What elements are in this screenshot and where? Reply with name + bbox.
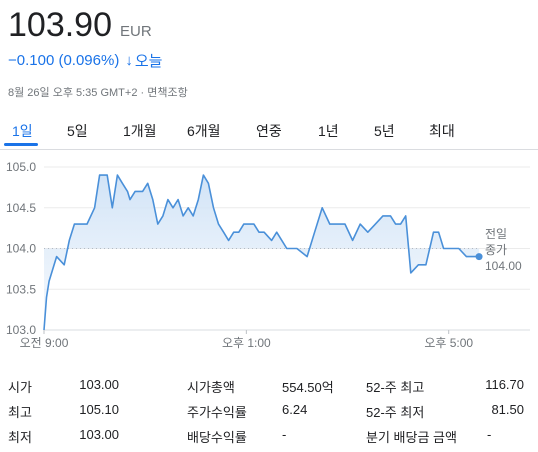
stat-value-low: 103.00	[79, 427, 119, 442]
tab-1d[interactable]: 1일	[12, 123, 33, 139]
x-tick-label: 오전 9:00	[20, 336, 69, 350]
current-price: 103.90	[8, 6, 112, 44]
y-tick-label: 103.0	[6, 323, 36, 337]
tab-max[interactable]: 최대	[429, 123, 455, 139]
change-value: −0.100 (0.096%)	[8, 52, 120, 69]
tab-ytd[interactable]: 연중	[256, 123, 282, 139]
stat-label-dividend-yield: 배당수익률	[187, 430, 247, 445]
price-line	[43, 174, 480, 331]
active-tab-indicator	[4, 143, 38, 146]
price-change: −0.100 (0.096%) ↓ 오늘	[8, 50, 162, 71]
y-tick-label: 103.5	[6, 282, 36, 296]
stat-value-pe-ratio: 6.24	[282, 402, 308, 417]
tab-5d[interactable]: 5일	[67, 123, 88, 139]
stat-label-market-cap: 시가총액	[187, 380, 235, 395]
previous-close-label: 전일	[485, 227, 507, 241]
previous-close-label: 종가	[485, 243, 507, 257]
stat-value-dividend-yield: -	[282, 427, 287, 442]
tab-1m[interactable]: 1개월	[123, 123, 157, 139]
stat-label-high: 최고	[8, 405, 32, 420]
x-tick-label: 오후 1:00	[222, 336, 271, 350]
price-area-fill	[44, 175, 480, 330]
stat-label-52w-high: 52-주 최고	[366, 380, 425, 395]
stat-value-market-cap: 554.50억	[282, 380, 334, 395]
arrow-down-icon: ↓	[125, 52, 133, 69]
tab-5y[interactable]: 5년	[374, 123, 395, 139]
stat-label-quarterly-dividend: 분기 배당금 금액	[366, 430, 457, 445]
tabs-divider	[0, 149, 538, 150]
x-tick-label: 오후 5:00	[424, 336, 473, 350]
tab-6m[interactable]: 6개월	[187, 123, 221, 139]
stat-label-pe-ratio: 주가수익률	[187, 405, 247, 420]
currency-code: EUR	[120, 23, 152, 40]
price-chart[interactable]: 105.0 104.5 104.0 103.5 103.0오전 9:00 오후 1:00 오…	[0, 152, 538, 362]
quote-timestamp: 8월 26일 오후 5:35 GMT+2 · 면책조항	[8, 87, 188, 99]
previous-close-value: 104.00	[485, 259, 522, 273]
stat-value-quarterly-dividend: -	[487, 427, 492, 442]
y-tick-label: 104.0	[6, 242, 36, 256]
range-tabs: 1일 5일 1개월 6개월 연중 1년 5년 최대	[0, 119, 538, 146]
stat-value-52w-high: 116.70	[485, 377, 524, 392]
stat-label-52w-low: 52-주 최저	[366, 405, 425, 420]
stat-value-high: 105.10	[79, 402, 119, 417]
quote-header: 103.90 EUR	[8, 6, 152, 44]
stat-label-open: 시가	[8, 380, 32, 395]
change-period: 오늘	[134, 53, 163, 70]
y-tick-label: 105.0	[6, 160, 36, 174]
current-price-dot	[475, 253, 483, 261]
stat-value-open: 103.00	[79, 377, 119, 392]
tab-1y[interactable]: 1년	[318, 123, 339, 139]
stat-value-52w-low: 81.50	[491, 402, 524, 417]
stat-label-low: 최저	[8, 430, 32, 445]
y-tick-label: 104.5	[6, 201, 36, 215]
